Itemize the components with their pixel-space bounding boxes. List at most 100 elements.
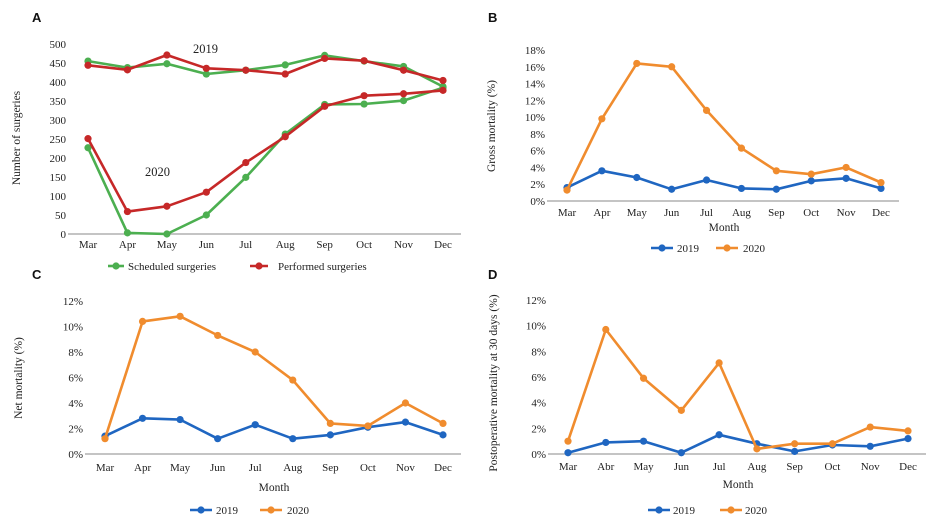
y-tick-label: 8%	[531, 346, 546, 358]
x-tick-label: Jun	[199, 239, 215, 251]
x-tick-label: Mar	[96, 462, 115, 474]
x-tick-label: Aug	[283, 462, 302, 474]
data-point	[807, 170, 815, 178]
y-tick-label: 50	[55, 210, 67, 222]
data-point	[202, 211, 210, 219]
y-tick-label: 6%	[531, 372, 546, 384]
data-point	[602, 325, 610, 334]
data-point	[602, 438, 610, 447]
data-point	[163, 230, 171, 238]
series-annotation: 2020	[145, 165, 170, 179]
data-point	[84, 135, 92, 143]
y-axis-title: Net mortality (%)	[13, 337, 25, 419]
data-point	[753, 445, 761, 453]
data-point	[138, 317, 147, 325]
data-point	[242, 158, 250, 167]
legend-label: 2019	[216, 505, 239, 517]
data-point	[242, 173, 250, 181]
data-point	[439, 76, 447, 85]
legend-label: 2020	[745, 505, 768, 517]
y-tick-label: 450	[50, 58, 67, 70]
x-tick-label: Mar	[558, 207, 577, 219]
data-point	[163, 60, 171, 68]
x-tick-label: Aug	[732, 207, 751, 219]
series-line	[566, 169, 882, 191]
x-tick-label: May	[170, 462, 191, 474]
data-point	[176, 415, 184, 424]
x-axis-title: Month	[259, 482, 290, 494]
chart-panel-c: C 0% 2% 4% 6% 8% 10% 12% Mar Apr May Jun Jul Aug Sep Oc…	[13, 267, 461, 517]
data-point	[123, 207, 132, 216]
data-point	[866, 442, 874, 450]
x-tick-label: Nov	[396, 462, 415, 474]
data-point	[138, 414, 147, 422]
data-point	[123, 229, 132, 237]
data-point	[904, 427, 912, 435]
legend-label: 2019	[677, 243, 700, 255]
x-tick-label: Jul	[249, 462, 262, 474]
y-tick-label: 4%	[530, 162, 545, 174]
data-point	[326, 419, 334, 427]
y-tick-label: 0%	[530, 196, 545, 208]
chart-panel-b: B 0% 2% 4% 6% 8% 10% 12% 14% 16% 18% Mar Apr May Jun Ju…	[486, 10, 899, 255]
data-point	[668, 63, 676, 71]
data-point	[702, 106, 711, 114]
data-point	[791, 447, 799, 456]
x-tick-label: Apr	[134, 462, 151, 474]
data-point	[439, 419, 447, 427]
data-point	[564, 449, 572, 457]
x-tick-label: May	[157, 239, 178, 251]
y-tick-label: 0%	[68, 449, 83, 461]
series-line	[567, 433, 909, 455]
data-point	[439, 86, 447, 94]
x-tick-label: Apr	[593, 207, 610, 219]
x-tick-label: Nov	[837, 207, 856, 219]
data-point	[439, 431, 447, 439]
legend-swatch-marker	[727, 506, 735, 514]
legend-swatch-marker	[267, 506, 275, 514]
data-point	[360, 57, 368, 65]
x-tick-label: Nov	[394, 239, 413, 251]
y-tick-label: 250	[50, 134, 67, 146]
data-point	[828, 440, 837, 448]
y-tick-label: 10%	[63, 322, 83, 334]
x-tick-label: Sep	[768, 207, 785, 219]
y-tick-label: 400	[50, 77, 67, 89]
panel-letter: A	[32, 10, 42, 25]
data-point	[737, 144, 746, 152]
data-point	[214, 435, 222, 443]
y-axis-title: Gross mortality (%)	[486, 80, 498, 172]
legend-swatch-marker	[655, 506, 663, 514]
data-point	[163, 202, 171, 210]
x-tick-label: Oct	[824, 461, 840, 473]
chart-panel-a: A 0 50 100 150 200 250 300 350 400 450 500 Mar Apr May…	[11, 10, 461, 273]
data-point	[677, 406, 685, 414]
data-point	[737, 184, 746, 193]
x-tick-label: Oct	[360, 462, 376, 474]
data-point	[842, 163, 850, 172]
y-tick-label: 2%	[530, 179, 545, 191]
data-point	[598, 167, 606, 175]
data-point	[202, 188, 210, 196]
legend-label: 2020	[743, 243, 766, 255]
data-point	[326, 431, 334, 439]
data-point	[202, 70, 210, 78]
x-tick-label: Oct	[803, 207, 819, 219]
data-point	[84, 61, 92, 69]
data-point	[321, 102, 329, 110]
legend-swatch-marker	[658, 244, 666, 252]
data-point	[251, 348, 259, 356]
legend-swatch-marker	[112, 262, 120, 270]
data-point	[123, 66, 132, 74]
x-tick-label: Oct	[356, 239, 372, 251]
x-tick-label: Dec	[434, 462, 452, 474]
data-point	[791, 440, 799, 448]
legend-label: 2020	[287, 505, 310, 517]
data-point	[176, 312, 184, 320]
y-tick-label: 300	[50, 115, 67, 127]
y-tick-label: 100	[50, 191, 67, 203]
data-point	[281, 70, 289, 78]
data-point	[633, 59, 641, 68]
x-tick-label: Sep	[316, 239, 333, 251]
data-point	[289, 376, 297, 384]
